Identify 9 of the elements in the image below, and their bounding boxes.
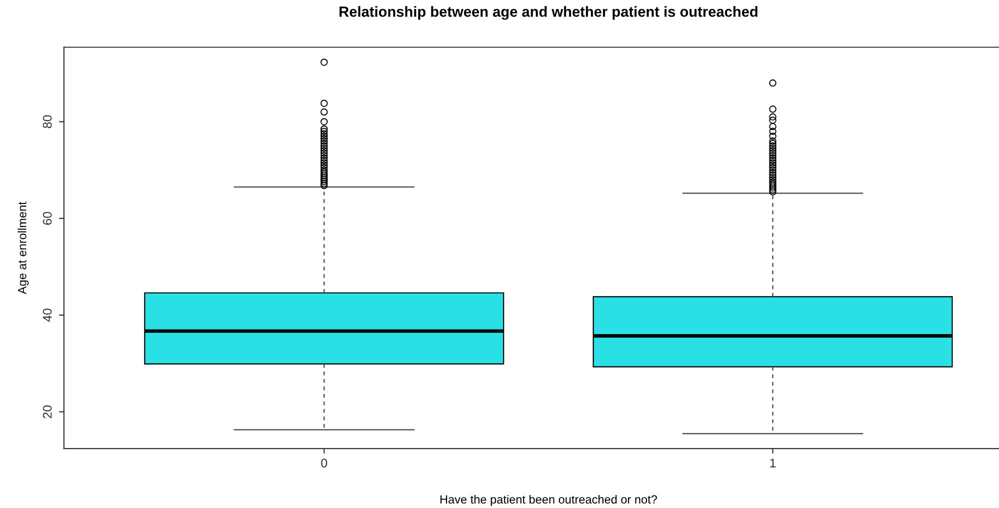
y-tick-label: 20 [42, 405, 52, 418]
y-tick-label: 40 [42, 308, 52, 322]
x-tick-label: 1 [770, 458, 776, 468]
x-axis-title: Have the patient been outreached or not? [440, 494, 657, 506]
chart-title: Relationship between age and whether patient is outreached [340, 6, 758, 20]
y-axis-title: Age at enrollment [18, 202, 29, 294]
y-tick-label: 60 [42, 212, 52, 225]
x-tick-label: 0 [321, 458, 328, 468]
y-tick-label: 80 [42, 115, 52, 128]
